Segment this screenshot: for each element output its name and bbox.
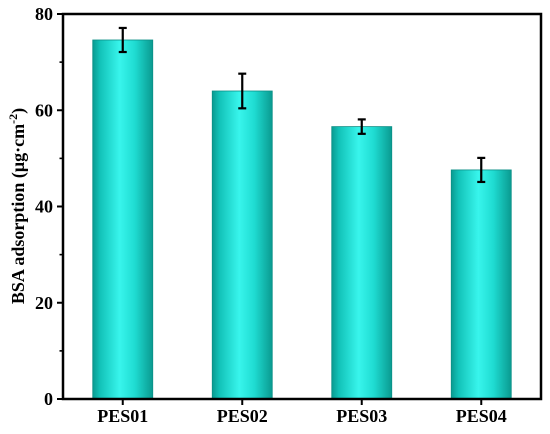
y-axis-title-superscript: -2 [6,114,20,124]
bar-pes01 [92,39,154,400]
bar-pes03 [331,126,393,400]
x-tick-label: PES03 [336,406,387,426]
y-tick-label: 20 [35,293,53,313]
x-tick-label: PES04 [456,406,507,426]
y-axis-title: BSA adsorption (μg·cm-2) [6,108,29,304]
y-tick-label: 40 [35,197,53,217]
bar-pes02 [211,90,273,400]
error-bar-pes01 [118,26,127,54]
error-bar-pes04 [477,156,486,184]
y-tick-label: 60 [35,100,53,120]
bars-group [92,39,512,400]
x-tick-label: PES01 [97,406,148,426]
error-bar-pes03 [357,118,366,135]
error-bar-pes02 [238,72,247,110]
error-bars-group [118,26,486,184]
x-tick-label: PES02 [217,406,268,426]
x-axis: PES01 PES02 PES03 PES04 [97,399,507,426]
bar-pes04 [450,169,512,400]
y-axis: 0 20 40 60 80 [35,4,63,409]
y-tick-label: 0 [44,389,53,409]
y-tick-label: 80 [35,4,53,24]
